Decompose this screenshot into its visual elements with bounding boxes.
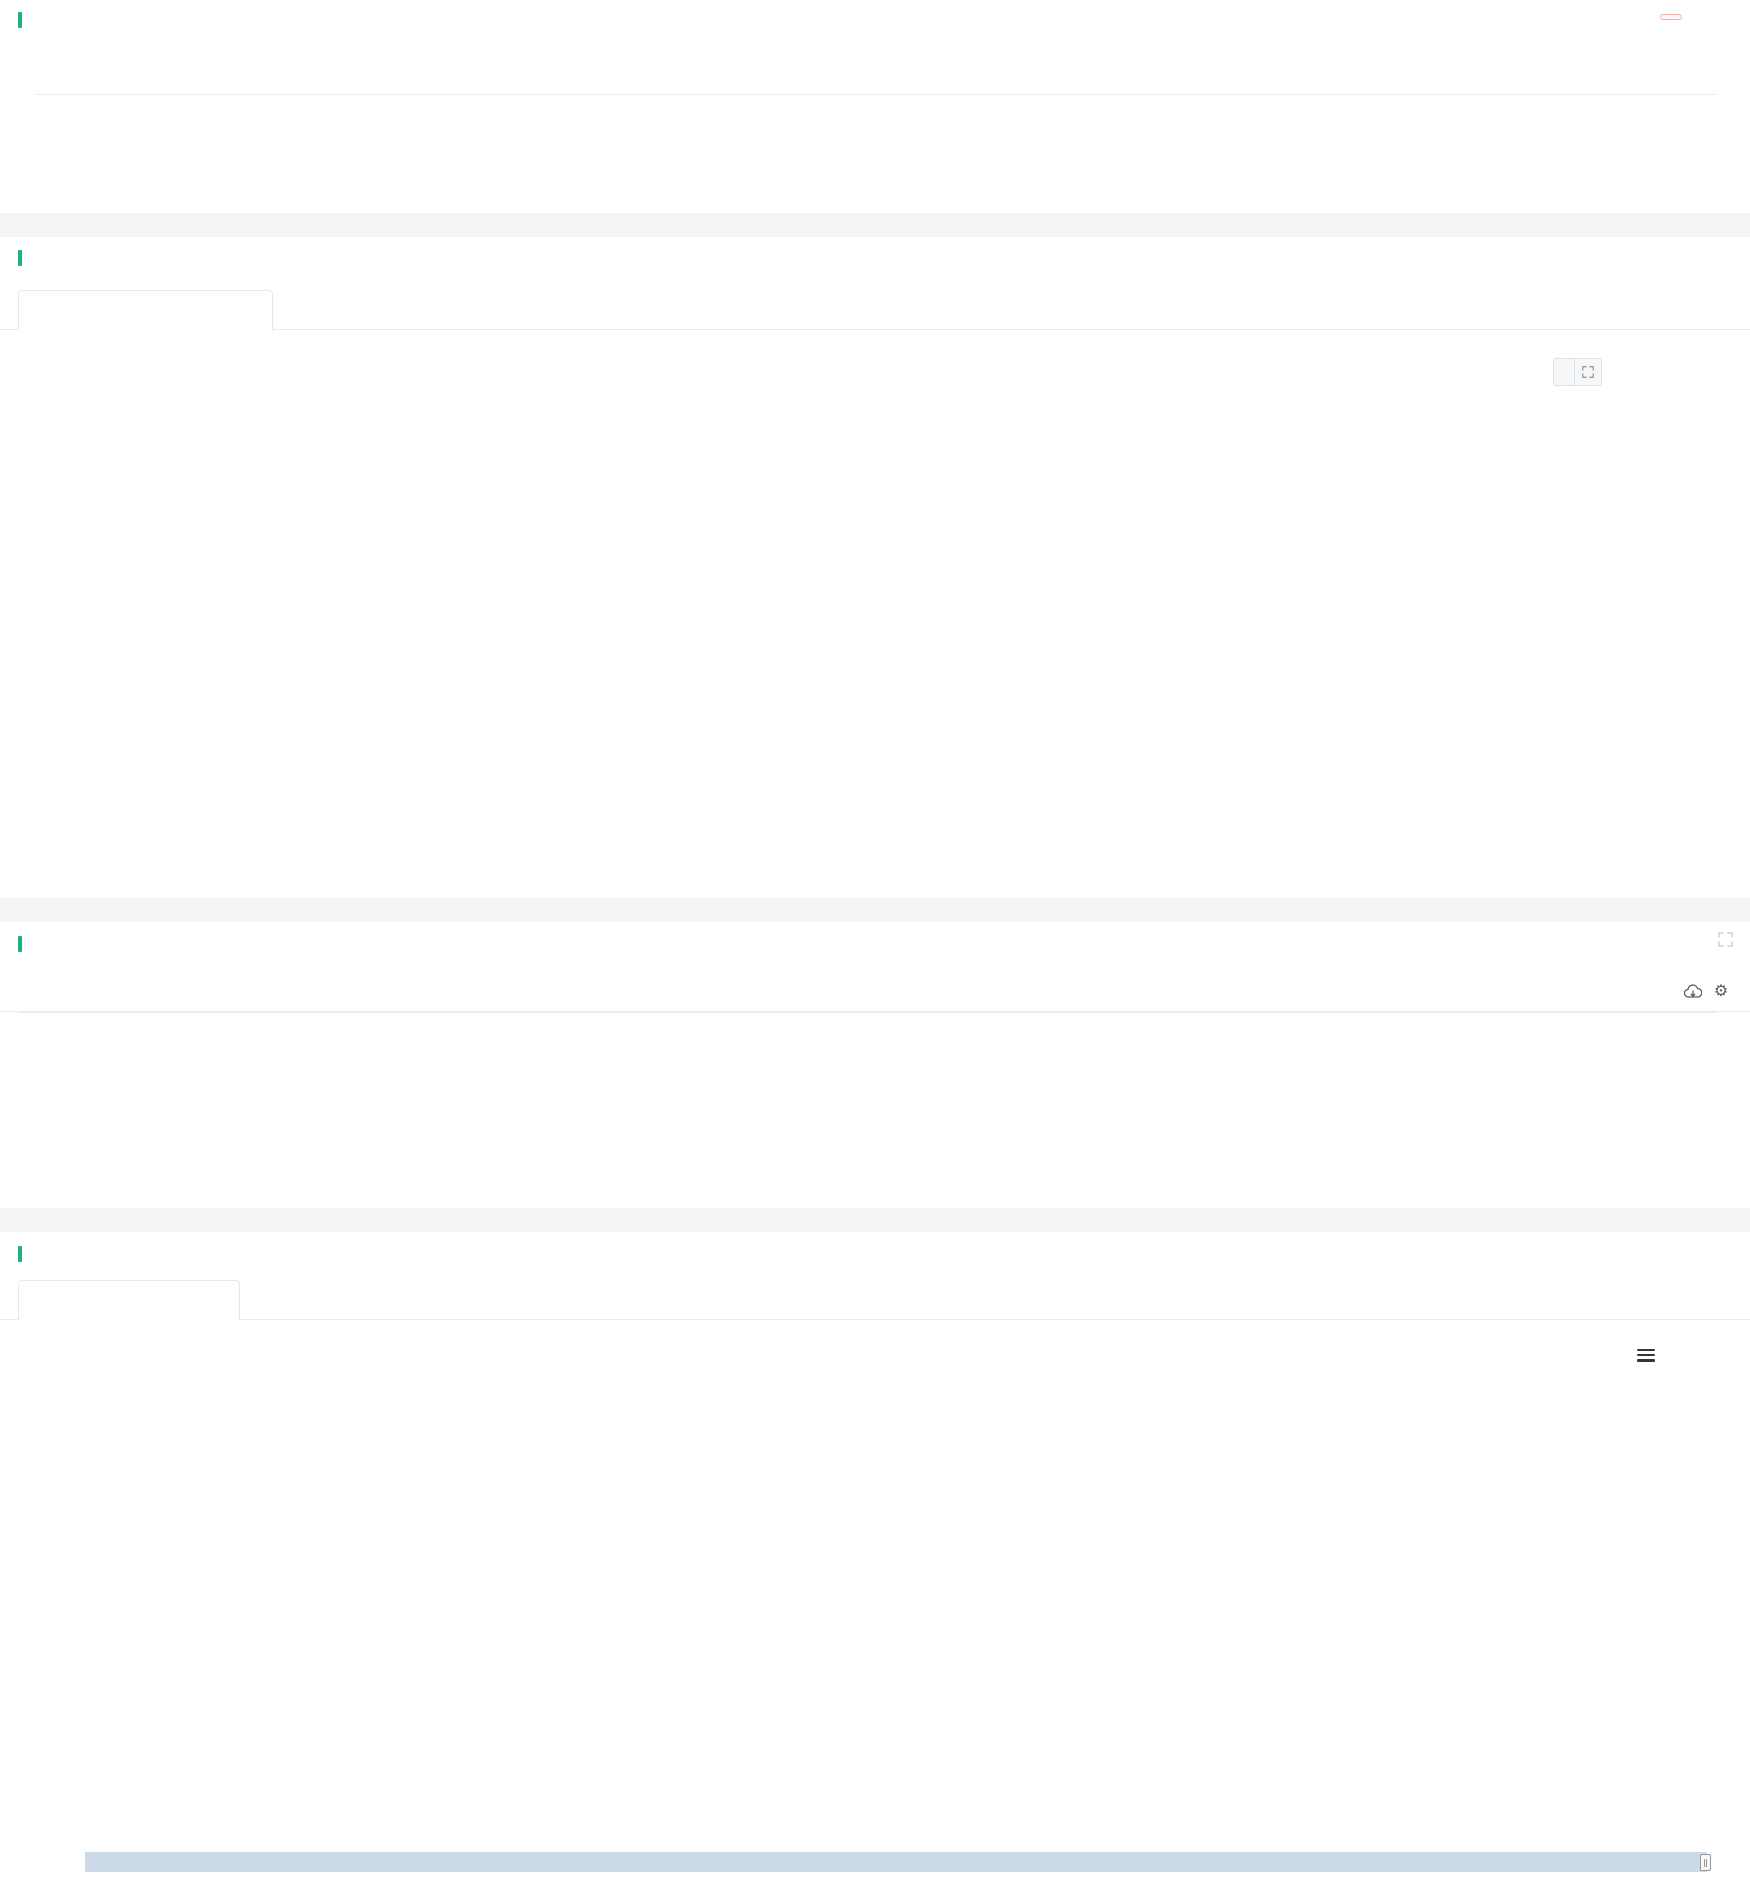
navigator-handle[interactable]	[1700, 1854, 1711, 1871]
account-table	[35, 94, 1717, 95]
tab-market-symbol[interactable]	[18, 290, 273, 331]
tab-divider	[0, 1319, 1750, 1320]
tab-earnings-symbol[interactable]	[18, 1280, 240, 1321]
log-value-badge	[1660, 14, 1682, 20]
tab-divider	[0, 329, 1750, 330]
section-divider	[0, 213, 1750, 237]
earnings-chart[interactable]	[0, 1400, 1750, 1880]
divider	[1574, 359, 1575, 385]
gear-icon[interactable]: ⚙	[1713, 983, 1729, 1000]
expand-icon[interactable]	[1575, 366, 1601, 378]
market-chart[interactable]	[0, 330, 1750, 880]
status-header	[18, 936, 30, 954]
chart-menu-icon[interactable]	[1637, 1346, 1655, 1364]
section-divider	[0, 898, 1750, 922]
tab-divider	[0, 1011, 1750, 1012]
fullscreen-button[interactable]	[1628, 1346, 1655, 1364]
section-accent-bar	[18, 12, 22, 28]
section-accent-bar	[18, 1246, 22, 1262]
status-fullscreen-icon[interactable]	[1716, 930, 1734, 948]
cloud-download-icon[interactable]	[1684, 983, 1702, 1001]
indicator-button[interactable]	[1553, 358, 1602, 386]
earnings-header	[18, 1246, 30, 1264]
market-header	[18, 250, 30, 268]
chart-navigator[interactable]	[85, 1852, 1711, 1872]
section-accent-bar	[18, 250, 22, 266]
logs-header	[18, 12, 40, 30]
section-accent-bar	[18, 936, 22, 952]
status-table	[18, 1012, 1717, 1013]
section-divider	[0, 1208, 1750, 1232]
